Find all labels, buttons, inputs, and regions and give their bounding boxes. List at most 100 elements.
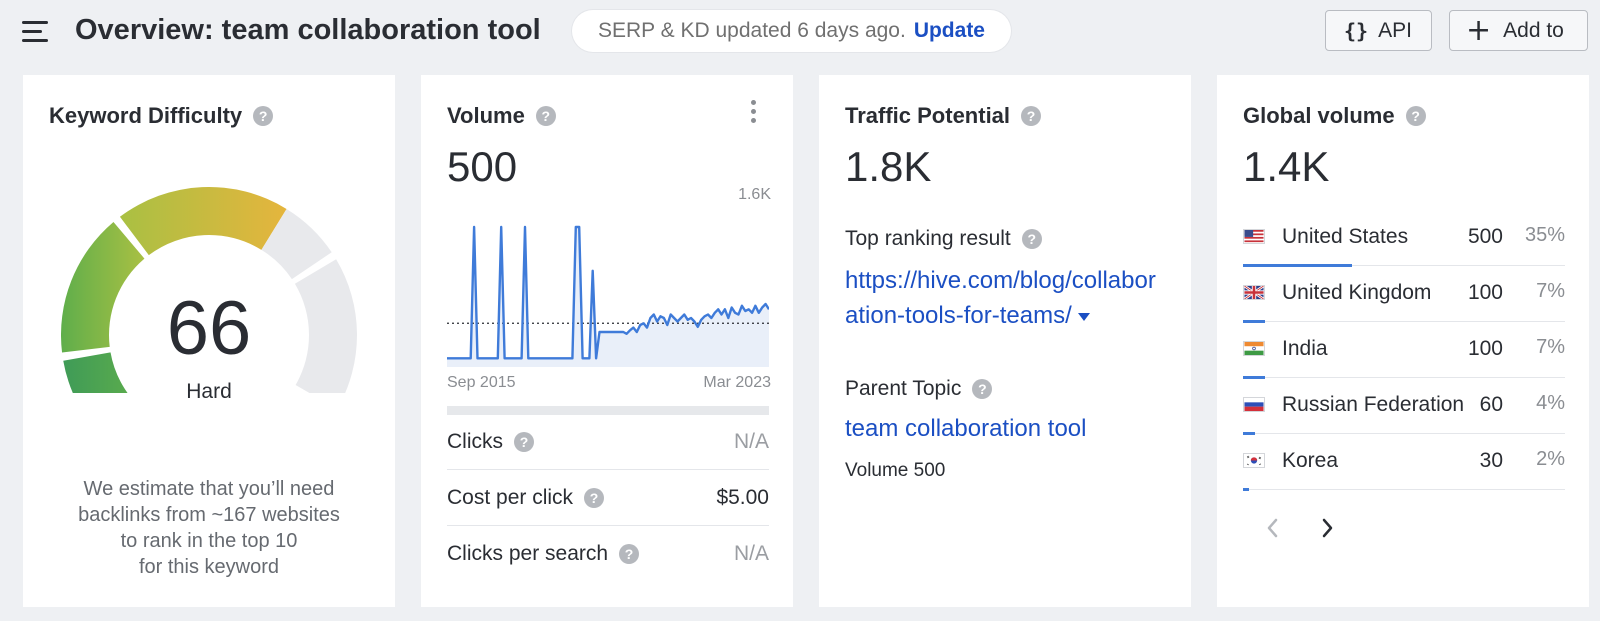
country-percent: 2% xyxy=(1536,448,1565,470)
cpc-value: $5.00 xyxy=(716,485,769,509)
help-icon[interactable]: ? xyxy=(619,544,640,564)
page-title: Overview: team collaboration tool xyxy=(75,14,541,46)
clicks-row: Clicks? N/A xyxy=(447,414,769,470)
country-percent: 7% xyxy=(1536,336,1565,358)
help-icon[interactable]: ? xyxy=(972,379,993,399)
add-to-button-label: Add to xyxy=(1503,18,1564,42)
parent-topic-label-text: Parent Topic xyxy=(845,377,962,400)
clicks-per-search-label: Clicks per search xyxy=(447,542,609,565)
parent-topic-label: Parent Topic ? xyxy=(845,377,993,401)
country-volume: 100 xyxy=(1467,337,1503,360)
help-icon[interactable]: ? xyxy=(253,106,274,126)
traffic-potential-title: Traffic Potential xyxy=(845,103,1011,128)
traffic-potential-card: Traffic Potential ? 1.8K Top ranking res… xyxy=(819,75,1191,607)
country-percent: 35% xyxy=(1524,224,1565,246)
russia-flag-icon xyxy=(1243,397,1265,412)
global-volume-title: Global volume xyxy=(1243,103,1395,128)
country-row[interactable]: India 100 7% xyxy=(1243,322,1565,379)
global-volume-card: Global volume ? 1.4K United States 500 3… xyxy=(1217,75,1589,607)
kd-description-line: We estimate that you’ll need xyxy=(83,478,335,500)
country-volume: 500 xyxy=(1467,225,1503,248)
country-row[interactable]: Korea 30 2% xyxy=(1243,434,1565,491)
country-volume: 60 xyxy=(1479,393,1503,416)
gauge-segment-empty xyxy=(261,208,332,280)
help-icon[interactable]: ? xyxy=(1021,106,1042,126)
top-ranking-label: Top ranking result ? xyxy=(845,227,1042,251)
update-link[interactable]: Update xyxy=(913,19,985,42)
top-ranking-url-text[interactable]: https://hive.com/blog/collaboration-tool… xyxy=(845,267,1156,329)
chevron-left-icon[interactable] xyxy=(1259,515,1285,541)
country-row[interactable]: United States 500 35% xyxy=(1243,210,1565,267)
hamburger-menu-icon[interactable] xyxy=(22,21,50,43)
help-icon[interactable]: ? xyxy=(1021,229,1042,249)
gauge-segment-medium xyxy=(61,221,145,353)
clicks-value: N/A xyxy=(733,429,769,453)
gauge-segment-easy xyxy=(63,352,128,393)
country-percent: 7% xyxy=(1536,280,1565,302)
country-share-bar xyxy=(1243,320,1265,323)
country-name: United Kingdom xyxy=(1282,281,1432,304)
dropdown-caret-icon[interactable] xyxy=(1077,312,1090,321)
global-volume-value: 1.4K xyxy=(1243,143,1330,190)
update-notice-text: SERP & KD updated 6 days ago. xyxy=(598,19,906,42)
chart-max-label: 1.6K xyxy=(738,186,771,203)
country-volume: 30 xyxy=(1479,449,1503,472)
gauge-segment-hard xyxy=(119,187,287,256)
country-name: India xyxy=(1282,337,1328,360)
clicks-per-search-value: N/A xyxy=(733,542,769,565)
help-icon[interactable]: ? xyxy=(1405,106,1426,126)
country-share-bar xyxy=(1243,376,1265,379)
volume-value: 500 xyxy=(447,143,518,190)
kd-description-line: to rank in the top 10 xyxy=(120,530,298,552)
uk-flag-icon xyxy=(1243,285,1265,300)
kd-description-line: for this keyword xyxy=(138,556,280,578)
api-button[interactable]: {} API xyxy=(1325,10,1432,51)
top-ranking-url[interactable]: https://hive.com/blog/collaboration-tool… xyxy=(845,263,1165,333)
add-to-button[interactable]: + Add to xyxy=(1449,10,1588,51)
card-title: Volume ? xyxy=(447,103,556,129)
plus-icon: + xyxy=(1466,12,1492,48)
help-icon[interactable]: ? xyxy=(584,487,605,508)
metric-label: Cost per click? xyxy=(447,486,605,510)
help-icon[interactable]: ? xyxy=(535,106,556,126)
country-volume: 100 xyxy=(1467,281,1503,304)
country-name: United States xyxy=(1282,225,1409,248)
api-button-label: API xyxy=(1378,18,1412,42)
korea-flag-icon xyxy=(1243,453,1265,468)
volume-title: Volume xyxy=(447,103,525,128)
volume-divider-bar xyxy=(447,406,769,415)
kd-title: Keyword Difficulty xyxy=(49,103,243,128)
top-ranking-label-text: Top ranking result xyxy=(845,227,1011,250)
more-options-icon[interactable] xyxy=(747,100,759,128)
gauge-segment-empty xyxy=(294,259,357,393)
chart-start-label: Sep 2015 xyxy=(447,374,516,391)
card-title: Global volume ? xyxy=(1243,103,1426,129)
chevron-right-icon[interactable] xyxy=(1315,515,1341,541)
kd-score: 66 xyxy=(166,286,252,371)
volume-area xyxy=(447,227,769,367)
traffic-potential-value: 1.8K xyxy=(845,143,932,190)
country-percent: 4% xyxy=(1536,392,1565,414)
country-row[interactable]: Russian Federation 60 4% xyxy=(1243,378,1565,435)
kd-description: We estimate that you’ll need backlinks f… xyxy=(43,476,375,580)
parent-topic-link[interactable]: team collaboration tool xyxy=(845,415,1087,442)
top-bar: Overview: team collaboration tool SERP &… xyxy=(0,0,1600,64)
us-flag-icon xyxy=(1243,229,1265,244)
country-name: Russian Federation xyxy=(1282,393,1465,416)
volume-series-line xyxy=(447,225,769,360)
help-icon[interactable]: ? xyxy=(514,431,534,452)
kd-description-line: backlinks from ~167 websites xyxy=(78,504,340,526)
difficulty-gauge xyxy=(61,187,357,393)
clicks-label: Clicks xyxy=(447,429,503,453)
keyword-difficulty-card: Keyword Difficulty ? 66 Hard We estimate… xyxy=(23,75,395,607)
metric-label: Clicks? xyxy=(447,430,534,454)
code-braces-icon: {} xyxy=(1344,18,1369,43)
metric-label: Clicks per search? xyxy=(447,542,640,566)
clicks-per-search-row: Clicks per search? N/A xyxy=(447,526,769,582)
country-row[interactable]: United Kingdom 100 7% xyxy=(1243,266,1565,323)
country-share-bar xyxy=(1243,264,1352,267)
country-name: Korea xyxy=(1282,449,1339,472)
parent-topic-volume: Volume 500 xyxy=(845,460,946,481)
volume-trend-chart xyxy=(447,225,769,367)
update-notice: SERP & KD updated 6 days ago. Update xyxy=(572,10,1011,52)
